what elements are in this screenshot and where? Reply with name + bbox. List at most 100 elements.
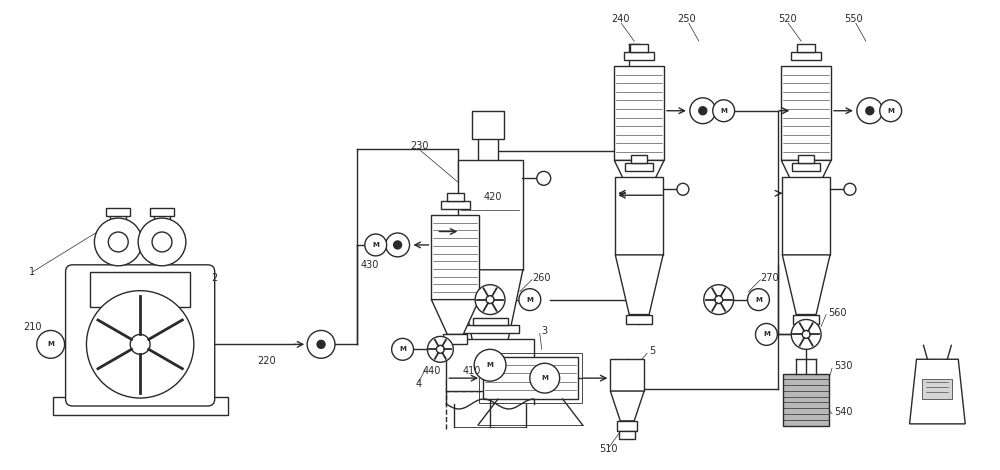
FancyBboxPatch shape [66,265,215,406]
Circle shape [844,183,856,195]
Bar [615,177,663,255]
Polygon shape [431,299,479,335]
Circle shape [880,100,902,122]
Circle shape [94,218,142,266]
Circle shape [152,232,172,252]
Text: 2: 2 [212,273,218,283]
Circle shape [755,323,777,345]
Bar [473,318,508,325]
Bar [483,357,578,399]
Circle shape [436,345,444,353]
Text: 410: 410 [462,366,481,376]
Circle shape [307,330,335,358]
Circle shape [394,241,402,249]
Text: 520: 520 [778,14,797,24]
Text: M: M [47,341,54,347]
Text: 430: 430 [361,260,379,270]
Circle shape [317,340,325,348]
Circle shape [704,285,734,314]
Text: 5: 5 [649,346,655,356]
Text: 240: 240 [611,14,630,24]
Bar [443,335,467,345]
Text: 250: 250 [677,14,696,24]
Bar [53,397,228,415]
Text: M: M [541,375,548,381]
Polygon shape [910,359,965,424]
Bar [794,195,818,205]
Bar [627,195,651,205]
Bar [626,314,652,324]
Bar [624,52,654,60]
Bar [446,339,534,391]
Polygon shape [614,160,664,195]
Circle shape [690,98,716,124]
Circle shape [386,233,410,257]
Text: 550: 550 [844,14,863,24]
Text: M: M [487,362,493,368]
Bar [472,359,508,371]
Bar [798,156,814,164]
Text: 440: 440 [422,366,441,376]
Bar [782,177,830,255]
Circle shape [37,330,65,358]
Text: 210: 210 [23,322,41,332]
Bar [793,314,819,324]
Circle shape [130,335,150,354]
Bar [110,215,126,242]
Circle shape [537,172,551,185]
Bar [783,374,829,426]
Polygon shape [610,391,644,421]
Text: M: M [887,108,894,114]
Text: M: M [526,297,533,303]
Bar [619,431,635,439]
Text: M: M [763,331,770,337]
Circle shape [474,349,506,381]
Text: 260: 260 [532,273,550,283]
Polygon shape [458,270,523,359]
Circle shape [715,296,723,304]
Bar [617,421,637,431]
Bar [431,215,479,299]
Bar [447,193,464,201]
Circle shape [475,285,505,314]
Bar [797,44,815,52]
Bar [461,325,519,333]
Text: 230: 230 [411,141,429,150]
Text: 1: 1 [29,267,35,277]
Circle shape [866,107,874,115]
Bar [106,208,130,216]
Bar [614,66,664,160]
Text: 220: 220 [257,356,276,366]
Text: 270: 270 [760,273,779,283]
Text: 560: 560 [828,307,847,318]
Bar [479,353,582,403]
Polygon shape [781,160,831,195]
Bar [781,66,831,160]
Bar [625,164,653,172]
Circle shape [713,100,735,122]
Text: M: M [720,108,727,114]
Bar [630,44,648,52]
Bar [631,156,647,164]
Bar [610,359,644,391]
Circle shape [86,290,194,398]
Text: 420: 420 [483,192,502,202]
Bar [441,201,470,209]
Polygon shape [615,255,663,314]
Bar [154,215,170,242]
Text: 3: 3 [542,327,548,337]
Text: 540: 540 [834,407,853,417]
Circle shape [519,289,541,311]
Circle shape [138,218,186,266]
Text: 510: 510 [599,444,618,454]
Circle shape [677,183,689,195]
Polygon shape [782,255,830,314]
Circle shape [365,234,387,256]
Bar [922,379,952,399]
Text: 4: 4 [416,379,422,389]
Circle shape [857,98,883,124]
Circle shape [748,289,769,311]
Text: M: M [372,242,379,248]
Text: M: M [755,297,762,303]
Text: M: M [399,346,406,352]
